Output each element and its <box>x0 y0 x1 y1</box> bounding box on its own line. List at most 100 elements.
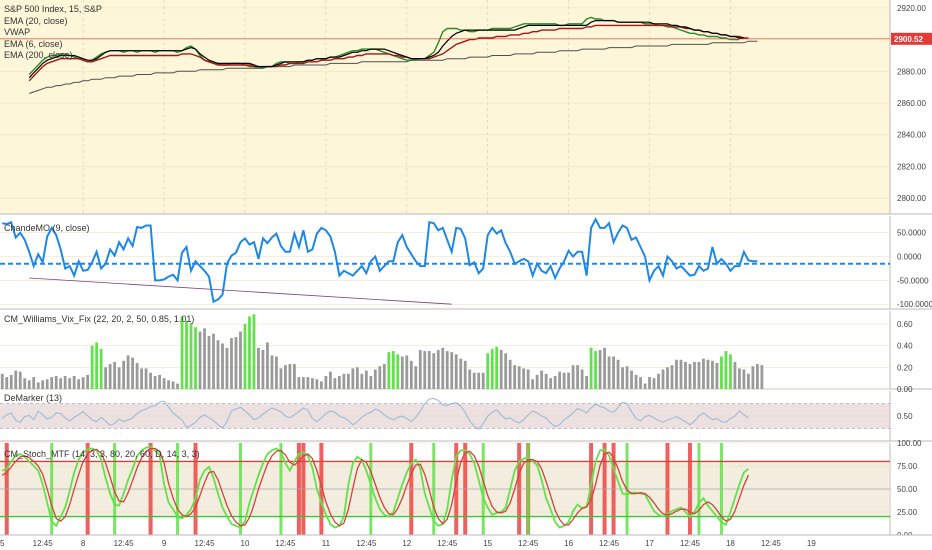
vix-bar <box>450 352 454 389</box>
price-ytick-label: 2800.00 <box>897 194 926 203</box>
time-axis-label: 11 <box>322 539 331 548</box>
stoch-ytick-label: 100.00 <box>897 439 922 448</box>
vix-bar <box>194 327 197 389</box>
vix-bar <box>180 316 184 389</box>
legend-ema200: EMA (200, close) <box>4 50 73 60</box>
vix-bar <box>693 361 696 389</box>
vix-bar <box>346 373 350 389</box>
legend-cmo: ChandeMO (9, close) <box>4 223 90 233</box>
vix-bar <box>252 314 256 389</box>
vix-bar <box>688 364 692 389</box>
time-axis-label: 12:45 <box>356 539 377 548</box>
vix-bar <box>679 359 683 389</box>
vix-bar <box>706 359 710 389</box>
vix-bar <box>481 372 485 389</box>
vix-bar <box>324 376 328 389</box>
vix-bar <box>486 353 490 389</box>
vix-bar <box>562 372 566 389</box>
vix-bar <box>513 365 517 389</box>
vix-ytick-label: 0.00 <box>897 385 913 394</box>
vix-bar <box>396 354 400 389</box>
vix-bar <box>724 351 728 389</box>
vix-bar <box>598 350 602 389</box>
vix-bar <box>32 377 36 389</box>
vix-bar <box>675 359 678 389</box>
vix-ytick-label: 0.60 <box>897 320 913 329</box>
vix-bar <box>279 368 283 389</box>
ema200-line <box>29 40 758 94</box>
vix-bar <box>517 366 521 389</box>
vix-bar <box>580 369 584 389</box>
vix-bar <box>328 371 332 389</box>
vix-bar <box>126 355 130 389</box>
vix-bar <box>715 363 719 389</box>
time-axis-label: 10 <box>241 539 250 548</box>
time-axis-label: 12:45 <box>437 539 458 548</box>
vix-bar <box>468 369 472 389</box>
vix-bar <box>643 383 647 389</box>
vix-bar <box>553 376 557 389</box>
vix-bar <box>284 365 287 389</box>
vix-bar <box>729 354 732 389</box>
vix-bar <box>122 360 126 389</box>
vix-bar <box>162 378 166 389</box>
demarker-panel[interactable]: 0.50 <box>0 391 932 442</box>
vix-bar <box>189 322 193 389</box>
vix-bar <box>243 324 247 389</box>
price-panel[interactable]: 2920.002900.002880.002860.002840.002820.… <box>0 0 932 215</box>
vix-bar <box>90 345 94 389</box>
vix-bar <box>567 372 571 389</box>
vix-bar <box>499 350 503 389</box>
price-ytick-label: 2920.00 <box>897 4 926 13</box>
vix-bar <box>288 364 292 389</box>
vix-fix-panel[interactable]: 0.60 0.40 0.20 0.00 <box>0 311 932 394</box>
vix-bar <box>144 368 148 389</box>
vix-bar <box>634 374 638 389</box>
vix-bar <box>720 356 723 389</box>
vix-bar <box>104 367 108 389</box>
vix-bar <box>135 363 139 389</box>
vix-bar <box>625 366 629 389</box>
vix-bar <box>378 366 382 389</box>
vix-bar <box>234 337 238 389</box>
time-axis-background <box>0 535 932 550</box>
vix-bar <box>207 335 211 389</box>
cmo-long-line <box>29 277 452 305</box>
vix-bar <box>702 358 705 389</box>
vix-bar <box>117 367 121 389</box>
cmo-ytick-label: 50.0000 <box>897 229 926 238</box>
last-price-badge <box>891 32 932 45</box>
vix-bar <box>373 369 377 389</box>
price-ytick-label: 2820.00 <box>897 162 926 171</box>
vix-bar <box>212 333 215 389</box>
vix-bar <box>585 376 588 389</box>
vix-bar <box>36 382 40 389</box>
vix-bar <box>621 367 624 389</box>
time-axis-label: 12:45 <box>195 539 216 548</box>
legend-stoch: CM_Stoch_MTF (14, 3, 3, 80, 20, 60, D, 1… <box>4 449 200 459</box>
vix-bar <box>490 348 494 389</box>
stoch-ytick-label: 75.00 <box>897 462 918 471</box>
time-axis-label: 18 <box>726 539 735 548</box>
time-axis-label: 8 <box>81 539 86 548</box>
vix-bar <box>549 378 553 389</box>
vix-bar <box>369 376 373 389</box>
time-axis-label: 12:45 <box>518 539 539 548</box>
vix-bar <box>508 359 512 389</box>
vix-bar <box>526 369 530 389</box>
vix-bar <box>531 379 535 389</box>
vix-bar <box>382 364 386 389</box>
cmo-line <box>2 217 758 304</box>
vix-bar <box>558 371 562 389</box>
vix-bar <box>342 373 346 389</box>
time-axis[interactable]: 5 12:45 8 12:45 9 12:45 10 12:45 11 12:45 12 12:45 1… <box>0 534 932 550</box>
vix-bar <box>463 360 467 389</box>
price-ytick-label: 2880.00 <box>897 67 926 76</box>
cmo-ytick-label: -50.0000 <box>897 276 929 285</box>
vix-bar <box>760 365 764 389</box>
vix-bar <box>72 376 76 389</box>
cmo-panel[interactable]: 50.0000 0.0000 -50.0000 -100.0000 <box>0 216 932 310</box>
last-price-label: 2900.52 <box>894 35 923 44</box>
vix-bar <box>216 340 220 389</box>
